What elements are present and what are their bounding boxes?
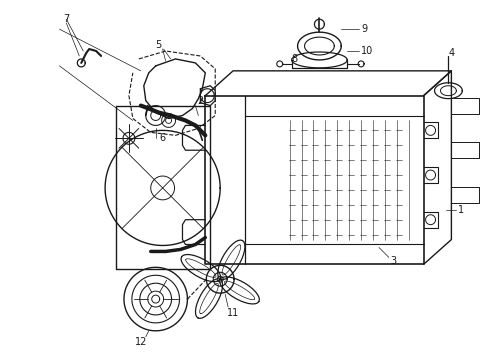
Text: 12: 12 bbox=[135, 337, 147, 347]
Text: 2: 2 bbox=[197, 96, 203, 105]
Text: 6: 6 bbox=[160, 133, 166, 143]
Text: 8: 8 bbox=[292, 54, 298, 64]
Text: 11: 11 bbox=[227, 308, 239, 318]
Text: 4: 4 bbox=[448, 48, 454, 58]
Text: 1: 1 bbox=[458, 205, 465, 215]
Text: 5: 5 bbox=[155, 40, 162, 50]
Text: 7: 7 bbox=[63, 14, 70, 24]
Text: 9: 9 bbox=[361, 24, 367, 34]
Text: 10: 10 bbox=[361, 46, 373, 56]
Text: 3: 3 bbox=[391, 256, 397, 266]
